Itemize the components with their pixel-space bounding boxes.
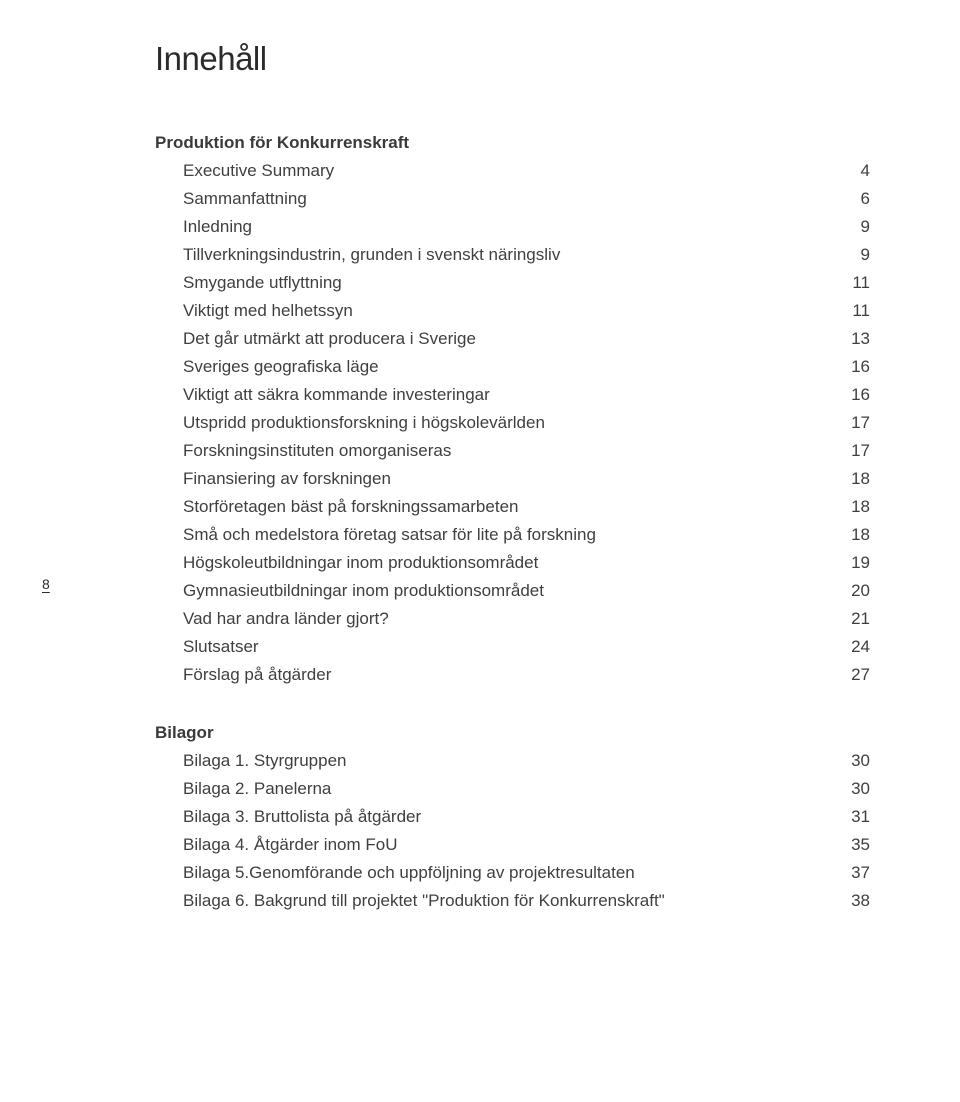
toc-entry: Det går utmärkt att producera i Sverige 1…	[155, 329, 870, 349]
toc-entry-label: Sammanfattning	[183, 189, 307, 209]
toc-entry-page: 11	[850, 301, 870, 321]
toc-entry-page: 16	[850, 357, 870, 377]
toc-entry-page: 19	[850, 553, 870, 573]
toc-entry-page: 4	[850, 161, 870, 181]
toc-entry: Storföretagen bäst på forskningssamarbet…	[155, 497, 870, 517]
toc-entry: Smygande utflyttning 11	[155, 273, 870, 293]
toc-entry-page: 18	[850, 525, 870, 545]
toc-entry-page: 11	[850, 273, 870, 293]
page-marker: 8	[42, 576, 50, 592]
toc-entry-label: Vad har andra länder gjort?	[183, 609, 389, 629]
toc-entry-page: 9	[850, 245, 870, 265]
toc-entry-label: Viktigt med helhetssyn	[183, 301, 353, 321]
toc-entry: Bilaga 5.Genomförande och uppföljning av…	[155, 863, 870, 883]
section-header-main: Produktion för Konkurrenskraft	[155, 133, 870, 153]
page-title: Innehåll	[155, 40, 870, 78]
toc-entry-label: Små och medelstora företag satsar för li…	[183, 525, 596, 545]
toc-entry: Sammanfattning 6	[155, 189, 870, 209]
toc-entry-label: Bilaga 6. Bakgrund till projektet "Produ…	[183, 891, 665, 911]
toc-entry-page: 37	[850, 863, 870, 883]
toc-entry-label: Bilaga 2. Panelerna	[183, 779, 331, 799]
toc-entry-label: Slutsatser	[183, 637, 259, 657]
toc-entry: Inledning 9	[155, 217, 870, 237]
toc-entry-page: 30	[850, 779, 870, 799]
toc-entry-page: 21	[850, 609, 870, 629]
toc-entry: Forskningsinstituten omorganiseras 17	[155, 441, 870, 461]
toc-entry-label: Bilaga 5.Genomförande och uppföljning av…	[183, 863, 635, 883]
toc-entry-label: Förslag på åtgärder	[183, 665, 331, 685]
toc-entry-page: 24	[850, 637, 870, 657]
section-header-bilagor: Bilagor	[155, 723, 870, 743]
toc-entry-page: 35	[850, 835, 870, 855]
toc-entry-label: Det går utmärkt att producera i Sverige	[183, 329, 476, 349]
toc-entry-label: Högskoleutbildningar inom produktionsomr…	[183, 553, 538, 573]
toc-entry-label: Viktigt att säkra kommande investeringar	[183, 385, 490, 405]
toc-entry-page: 17	[850, 441, 870, 461]
toc-entry-page: 18	[850, 497, 870, 517]
toc-entry: Förslag på åtgärder 27	[155, 665, 870, 685]
toc-entry: Bilaga 1. Styrgruppen 30	[155, 751, 870, 771]
toc-entry-label: Tillverkningsindustrin, grunden i svensk…	[183, 245, 560, 265]
toc-entry: Tillverkningsindustrin, grunden i svensk…	[155, 245, 870, 265]
toc-entry-label: Sveriges geografiska läge	[183, 357, 379, 377]
toc-entry: Bilaga 3. Bruttolista på åtgärder 31	[155, 807, 870, 827]
toc-entry: Utspridd produktionsforskning i högskole…	[155, 413, 870, 433]
toc-entry: Vad har andra länder gjort? 21	[155, 609, 870, 629]
toc-entry-label: Smygande utflyttning	[183, 273, 342, 293]
toc-entry-page: 13	[850, 329, 870, 349]
toc-entry: Slutsatser 24	[155, 637, 870, 657]
toc-entry: Viktigt med helhetssyn 11	[155, 301, 870, 321]
toc-entry-page: 31	[850, 807, 870, 827]
toc-entry: Bilaga 4. Åtgärder inom FoU 35	[155, 835, 870, 855]
toc-main-section: Produktion för Konkurrenskraft Executive…	[155, 133, 870, 685]
toc-bilagor-section: Bilagor Bilaga 1. Styrgruppen30Bilaga 2.…	[155, 723, 870, 911]
toc-entry: Bilaga 2. Panelerna 30	[155, 779, 870, 799]
toc-entry-label: Inledning	[183, 217, 252, 237]
toc-entry-page: 17	[850, 413, 870, 433]
toc-entry: Finansiering av forskningen 18	[155, 469, 870, 489]
toc-entry-label: Bilaga 1. Styrgruppen	[183, 751, 347, 771]
toc-entry: Viktigt att säkra kommande investeringar…	[155, 385, 870, 405]
toc-entry-page: 27	[850, 665, 870, 685]
toc-entry-label: Executive Summary	[183, 161, 334, 181]
toc-entry-label: Finansiering av forskningen	[183, 469, 391, 489]
toc-entry: Små och medelstora företag satsar för li…	[155, 525, 870, 545]
toc-entry-label: Forskningsinstituten omorganiseras	[183, 441, 451, 461]
toc-entry-label: Bilaga 4. Åtgärder inom FoU	[183, 835, 398, 855]
toc-entry-page: 16	[850, 385, 870, 405]
toc-entry: Högskoleutbildningar inom produktionsomr…	[155, 553, 870, 573]
toc-entry: Executive Summary 4	[155, 161, 870, 181]
toc-entry-page: 38	[850, 891, 870, 911]
toc-entry: Gymnasieutbildningar inom produktionsomr…	[155, 581, 870, 601]
toc-entry-page: 20	[850, 581, 870, 601]
toc-entry-page: 6	[850, 189, 870, 209]
toc-entry-label: Gymnasieutbildningar inom produktionsomr…	[183, 581, 544, 601]
toc-entry-page: 9	[850, 217, 870, 237]
toc-entry-page: 18	[850, 469, 870, 489]
toc-entry-label: Bilaga 3. Bruttolista på åtgärder	[183, 807, 421, 827]
toc-entry: Sveriges geografiska läge 16	[155, 357, 870, 377]
toc-entry-label: Storföretagen bäst på forskningssamarbet…	[183, 497, 518, 517]
toc-entry-page: 30	[850, 751, 870, 771]
toc-entry-label: Utspridd produktionsforskning i högskole…	[183, 413, 545, 433]
toc-entry: Bilaga 6. Bakgrund till projektet "Produ…	[155, 891, 870, 911]
